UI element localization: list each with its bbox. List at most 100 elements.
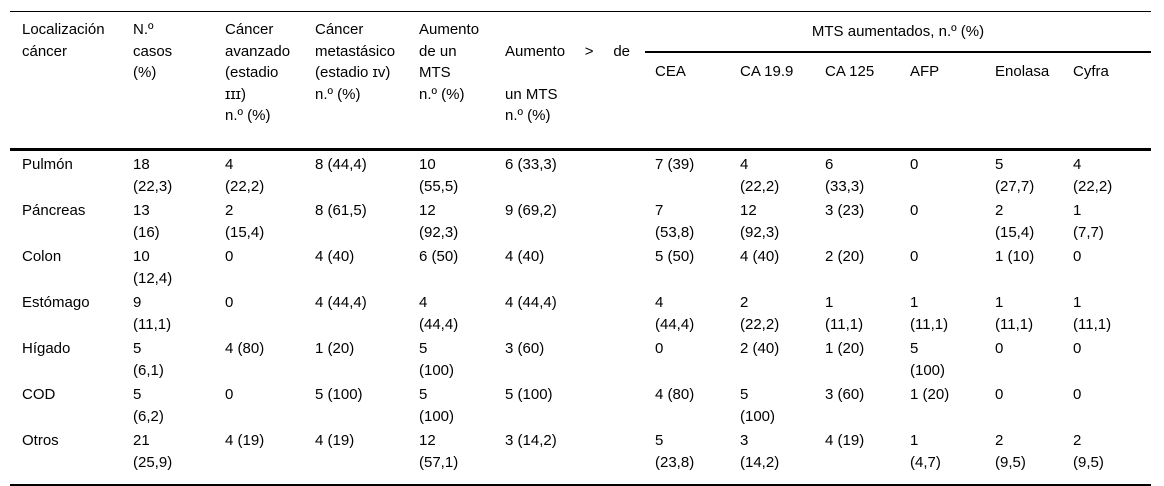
table-cell: 9 (69,2) bbox=[505, 202, 557, 219]
table-cell: 3 (60) bbox=[505, 340, 545, 357]
col-header-cyfra: Cyfra bbox=[1063, 51, 1151, 151]
table-cell: 5 (6,1) bbox=[133, 340, 164, 379]
table-row-otros: Otros 21 (25,9) 4 (19) 4 (19) 12 (57,1) … bbox=[10, 427, 1151, 485]
table-cell: 5 (100) bbox=[740, 386, 776, 425]
table-cell: 9 (11,1) bbox=[133, 294, 172, 333]
table-cell: 12 (92,3) bbox=[740, 202, 780, 241]
table-cell: 3 (60) bbox=[825, 386, 865, 403]
table-cell: 4 (19) bbox=[315, 432, 355, 449]
table-cell: 8 (44,4) bbox=[315, 156, 367, 173]
table-cell: 0 bbox=[910, 156, 919, 173]
table-cell: 0 bbox=[225, 248, 234, 265]
table-row-colon: Colon 10 (12,4) 0 4 (40) 6 (50) 4 (40) 5… bbox=[10, 243, 1151, 289]
table-cell: 0 bbox=[910, 202, 919, 219]
table-cell: 5 (100) bbox=[419, 340, 455, 379]
table-cell: 0 bbox=[225, 294, 234, 311]
table-cell: 4 (44,4) bbox=[419, 294, 459, 333]
table-cell: 12 (57,1) bbox=[419, 432, 459, 471]
table-cell: 4 (22,2) bbox=[1073, 156, 1113, 195]
table-cell: 1 (10) bbox=[995, 248, 1035, 265]
row-label: Hígado bbox=[22, 340, 71, 357]
table-cell: 4 (40) bbox=[740, 248, 780, 265]
row-label: Páncreas bbox=[22, 202, 86, 219]
table-cell: 4 (44,4) bbox=[655, 294, 695, 333]
table-cell: 21 (25,9) bbox=[133, 432, 173, 471]
table-cell: 4 (19) bbox=[825, 432, 865, 449]
col-header-n-casos: N.º casos (%) bbox=[131, 11, 223, 151]
row-label: Otros bbox=[22, 432, 59, 449]
table-cell: 1 (4,7) bbox=[910, 432, 941, 471]
row-label: Estómago bbox=[22, 294, 90, 311]
row-label: COD bbox=[22, 386, 56, 403]
table-cell: 0 bbox=[1073, 386, 1082, 403]
table-cell: 13 (16) bbox=[133, 202, 160, 241]
justified-header-line: Aumento > de bbox=[505, 41, 630, 63]
table-cell: 7 (53,8) bbox=[655, 202, 695, 241]
table-cell: 2 (9,5) bbox=[1073, 432, 1104, 471]
table-cell: 8 (61,5) bbox=[315, 202, 367, 219]
table-cell: 4 (40) bbox=[315, 248, 355, 265]
table-cell: 6 (33,3) bbox=[505, 156, 557, 173]
header-rest: un MTS n.º (%) bbox=[505, 85, 558, 125]
table-cell: 7 (39) bbox=[655, 156, 695, 173]
table-cell: 5 (100) bbox=[419, 386, 455, 425]
table-cell: 1 (7,7) bbox=[1073, 202, 1104, 241]
table-cell: 5 (6,2) bbox=[133, 386, 164, 425]
table-row-cod: COD 5 (6,2) 0 5 (100) 5 (100) 5 (100) 4 … bbox=[10, 381, 1151, 427]
table-cell: 1 (20) bbox=[825, 340, 865, 357]
table-cell: 10 (12,4) bbox=[133, 248, 173, 287]
col-header-cancer-avanzado: Cáncer avanzado (estadio ɪɪɪ) n.º (%) bbox=[223, 11, 313, 151]
table-cell: 4 (80) bbox=[225, 340, 265, 357]
table-cell: 4 (19) bbox=[225, 432, 265, 449]
table-cell: 5 (100) bbox=[505, 386, 553, 403]
table-row-estomago: Estómago 9 (11,1) 0 4 (44,4) 4 (44,4) 4 … bbox=[10, 289, 1151, 335]
table-cell: 2 (40) bbox=[740, 340, 780, 357]
table-cell: 1 (20) bbox=[910, 386, 950, 403]
table-row-pulmon: Pulmón 18 (22,3) 4 (22,2) 8 (44,4) 10 (5… bbox=[10, 150, 1151, 198]
col-header-ca-19-9: CA 19.9 bbox=[730, 51, 815, 151]
col-header-cea: CEA bbox=[645, 51, 730, 151]
table-row-pancreas: Páncreas 13 (16) 2 (15,4) 8 (61,5) 12 (9… bbox=[10, 197, 1151, 243]
col-header-aumento-de-un-mts: Aumento de un MTS n.º (%) bbox=[417, 11, 503, 151]
table-cell: 5 (50) bbox=[655, 248, 695, 265]
table-cell: 4 (80) bbox=[655, 386, 695, 403]
table-cell: 10 (55,5) bbox=[419, 156, 459, 195]
table-cell: 18 (22,3) bbox=[133, 156, 173, 195]
table-cell: 0 bbox=[1073, 248, 1082, 265]
table-cell: 4 (22,2) bbox=[225, 156, 265, 195]
row-label: Pulmón bbox=[22, 156, 73, 173]
tumor-markers-by-cancer-table: Localización cáncer N.º casos (%) Cáncer… bbox=[10, 11, 1151, 486]
table-cell: 5 (100) bbox=[910, 340, 946, 379]
table-cell: 0 bbox=[1073, 340, 1082, 357]
table-cell: 0 bbox=[995, 386, 1004, 403]
table-cell: 4 (22,2) bbox=[740, 156, 780, 195]
table-cell: 2 (9,5) bbox=[995, 432, 1026, 471]
table-cell: 4 (40) bbox=[505, 248, 545, 265]
table-cell: 2 (15,4) bbox=[995, 202, 1035, 241]
col-header-ca-125: CA 125 bbox=[815, 51, 900, 151]
table-cell: 1 (11,1) bbox=[825, 294, 864, 333]
table-cell: 3 (14,2) bbox=[740, 432, 780, 471]
table-cell: 0 bbox=[910, 248, 919, 265]
table-row-higado: Hígado 5 (6,1) 4 (80) 1 (20) 5 (100) 3 (… bbox=[10, 335, 1151, 381]
table-cell: 3 (23) bbox=[825, 202, 865, 219]
col-header-localizacion-cancer: Localización cáncer bbox=[10, 11, 131, 151]
header-word: Aumento bbox=[505, 42, 566, 60]
header-word: de bbox=[613, 42, 630, 60]
col-header-enolasa: Enolasa bbox=[985, 51, 1063, 151]
table-cell: 4 (44,4) bbox=[505, 294, 557, 311]
table-cell: 6 (50) bbox=[419, 248, 459, 265]
table-cell: 5 (23,8) bbox=[655, 432, 695, 471]
table-cell: 12 (92,3) bbox=[419, 202, 459, 241]
table-cell: 1 (11,1) bbox=[910, 294, 949, 333]
span-header-mts-aumentados: MTS aumentados, n.º (%) bbox=[645, 11, 1151, 53]
table-cell: 0 bbox=[655, 340, 664, 357]
table-cell: 1 (11,1) bbox=[1073, 294, 1112, 333]
table-cell: 6 (33,3) bbox=[825, 156, 865, 195]
col-header-aumento-mas-de-un-mts: Aumento > de un MTS n.º (%) bbox=[503, 11, 645, 151]
table-cell: 4 (44,4) bbox=[315, 294, 367, 311]
col-header-afp: AFP bbox=[900, 51, 985, 151]
table-cell: 2 (20) bbox=[825, 248, 865, 265]
table-cell: 1 (11,1) bbox=[995, 294, 1034, 333]
table-cell: 0 bbox=[995, 340, 1004, 357]
